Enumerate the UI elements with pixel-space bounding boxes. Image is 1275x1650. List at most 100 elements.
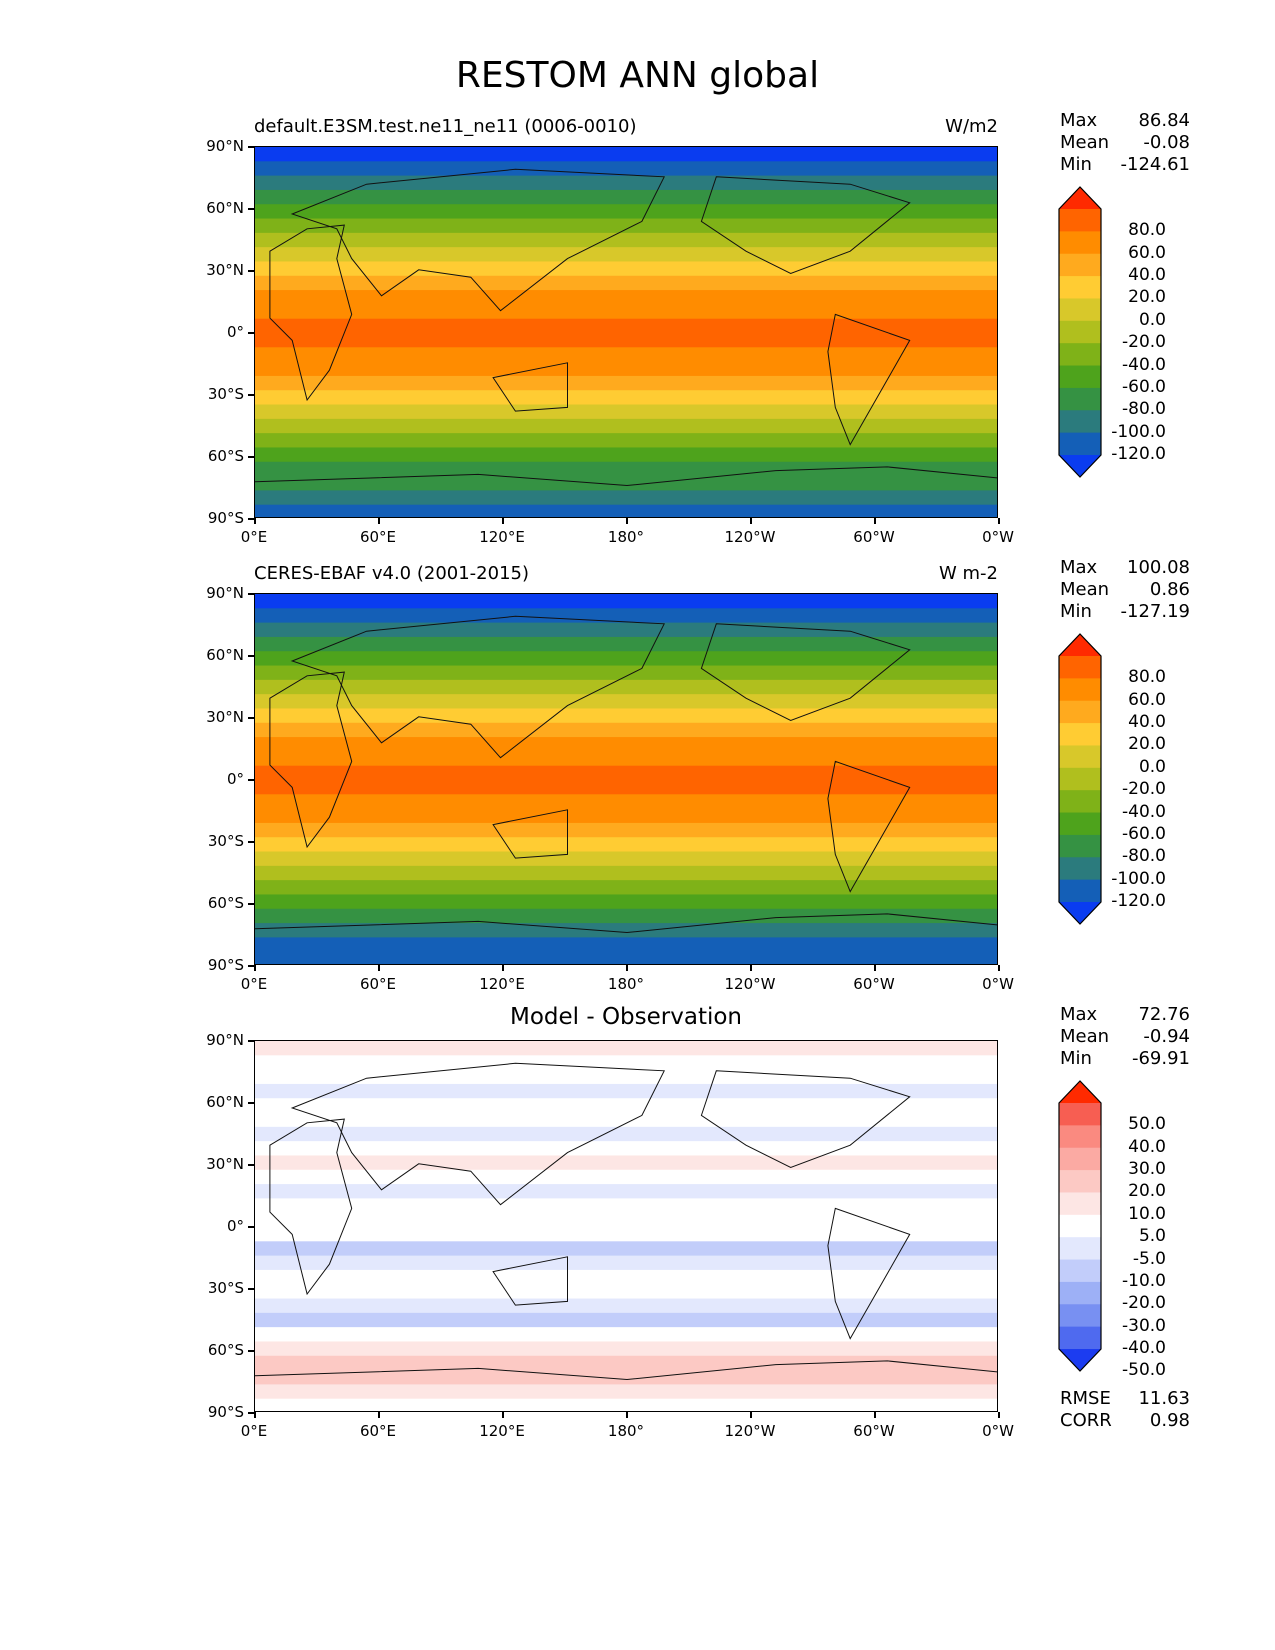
colorbar-segment (1059, 879, 1101, 903)
stat-value: -69.91 (1131, 1048, 1190, 1069)
map-plot (254, 593, 998, 965)
field-band (255, 1341, 997, 1357)
lat-tick-label: 90°N (206, 137, 244, 155)
lat-tick (248, 593, 254, 595)
lat-tick-label: 30°N (206, 1155, 244, 1173)
colorbar-label: -60.0 (1122, 376, 1166, 397)
colorbar-segment (1059, 857, 1101, 881)
field-band (255, 275, 997, 292)
field-band (255, 490, 997, 506)
field-band (255, 1284, 997, 1300)
stat-label: Max (1060, 557, 1098, 578)
lat-tick-label: 30°N (206, 261, 244, 279)
lon-tick-label: 0°E (240, 1422, 268, 1440)
field-band (255, 1227, 997, 1243)
field-band (255, 1212, 997, 1228)
field-band (255, 894, 997, 910)
field-stats: Max 72.76 Mean -0.94 Min -69.91 (1060, 1004, 1190, 1070)
colorbar-label: 80.0 (1128, 667, 1166, 688)
field-band (255, 1312, 997, 1329)
figure-title: RESTOM ANN global (455, 55, 820, 96)
colorbar-segment (1059, 1103, 1101, 1126)
coastline (827, 1207, 911, 1340)
field-band (255, 822, 997, 839)
colorbar-label: -100.0 (1111, 421, 1166, 442)
colorbar (1058, 633, 1102, 925)
lon-tick-label: 60°E (359, 1422, 397, 1440)
colorbar-segment (1059, 1147, 1101, 1171)
colorbar-label: -100.0 (1111, 868, 1166, 889)
colorbar-label: 80.0 (1128, 220, 1166, 241)
lat-tick (248, 1040, 254, 1042)
stat-label: RMSE (1060, 1388, 1111, 1409)
coastline (700, 176, 911, 275)
stat-row: Max 86.84 (1060, 110, 1190, 132)
lat-tick-label: 30°S (207, 832, 244, 850)
panel-left-title: default.E3SM.test.ne11_ne11 (0006-0010) (254, 116, 637, 137)
lon-tick-label: 0°W (982, 975, 1014, 993)
colorbar-label: 40.0 (1128, 1136, 1166, 1157)
colorbar-label: -20.0 (1122, 332, 1166, 353)
lat-tick-label: 60°S (207, 447, 244, 465)
lon-tick-label: 180° (607, 528, 645, 546)
field-band (255, 636, 997, 653)
lon-tick (378, 1412, 380, 1418)
lat-tick (248, 717, 254, 719)
field-band (255, 1041, 997, 1057)
field-band (255, 1069, 997, 1085)
colorbar-segment (1059, 320, 1101, 344)
field-band (255, 504, 997, 517)
colorbar-segment (1059, 343, 1101, 367)
field-band (255, 951, 997, 964)
lon-tick (874, 965, 876, 971)
field-band (255, 765, 997, 781)
coastline (700, 623, 911, 722)
colorbar-label: 40.0 (1128, 712, 1166, 733)
stat-value: 72.76 (1138, 1004, 1190, 1025)
coastline (700, 1070, 911, 1169)
colorbar-segment (1059, 1281, 1101, 1305)
lon-tick-label: 0°E (240, 975, 268, 993)
colorbar-segment (1059, 1259, 1101, 1283)
panel-units: W m-2 (938, 563, 998, 584)
colorbar-segment (1059, 1304, 1101, 1328)
field-band (255, 347, 997, 363)
field-band (255, 1184, 997, 1200)
lat-tick (248, 655, 254, 657)
colorbar-segment (1059, 1326, 1101, 1350)
colorbar-label: 0.0 (1138, 756, 1166, 777)
field-band (255, 1169, 997, 1186)
map-field (255, 594, 997, 964)
stat-label: Mean (1060, 1026, 1110, 1047)
lon-tick (626, 1412, 628, 1418)
colorbar-label: 30.0 (1128, 1159, 1166, 1180)
coastline (827, 760, 911, 893)
coastline (269, 671, 353, 849)
lat-tick (248, 965, 254, 967)
lon-tick-label: 120°E (479, 975, 525, 993)
field-band (255, 865, 997, 882)
coastline (269, 224, 353, 402)
lat-tick (248, 1288, 254, 1290)
field-band (255, 1398, 997, 1411)
stat-row: CORR 0.98 (1060, 1410, 1190, 1432)
lon-tick (378, 965, 380, 971)
lon-tick (254, 518, 256, 524)
coastline (255, 1360, 997, 1381)
lon-tick (750, 518, 752, 524)
field-band (255, 318, 997, 334)
colorbar-segment (1059, 767, 1101, 791)
colorbar-segment (1059, 432, 1101, 456)
colorbar-segment (1059, 253, 1101, 277)
field-band (255, 476, 997, 492)
lon-tick (750, 965, 752, 971)
coastline (492, 362, 568, 412)
lon-tick-label: 180° (607, 975, 645, 993)
lon-tick-label: 0°W (982, 528, 1014, 546)
lon-tick-label: 60°W (853, 528, 895, 546)
lon-tick (254, 1412, 256, 1418)
lat-tick-label: 60°N (206, 199, 244, 217)
colorbar-segment (1059, 1125, 1101, 1149)
field-band (255, 1155, 997, 1171)
field-stats: Max 100.08 Mean 0.86 Min -127.19 (1060, 557, 1190, 623)
